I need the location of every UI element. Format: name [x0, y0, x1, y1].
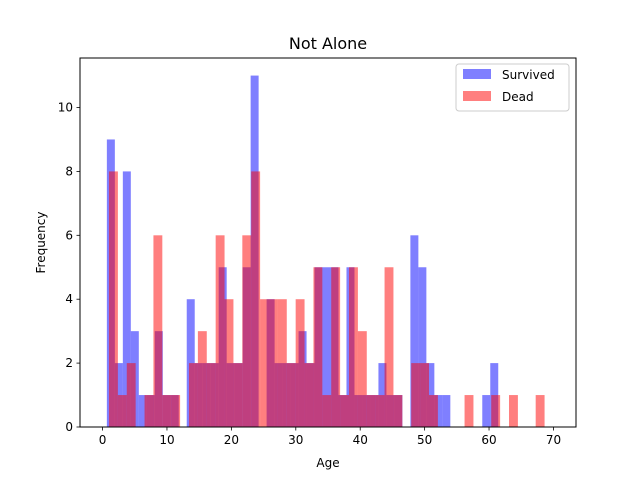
bar-survived-27 — [322, 267, 331, 427]
bar-survived-38 — [410, 235, 419, 427]
x-axis-label: Age — [316, 456, 339, 470]
bar-dead-45 — [509, 395, 518, 427]
bar-dead-27 — [348, 267, 358, 427]
y-axis: 0 2 4 6 8 10 — [58, 101, 80, 434]
bar-dead-12 — [215, 235, 225, 427]
bar-dead-22 — [304, 363, 314, 427]
x-tick-label: 10 — [159, 433, 174, 447]
bar-dead-40 — [464, 395, 474, 427]
bar-dead-17 — [260, 299, 269, 427]
bar-dead-20 — [286, 363, 296, 427]
bar-dead-14 — [233, 363, 243, 427]
bar-dead-18 — [268, 299, 278, 427]
axes-frame — [79, 57, 577, 428]
series-dead — [108, 171, 545, 427]
bar-dead-5 — [153, 235, 163, 427]
bar-dead-9 — [188, 363, 198, 427]
bar-dead-19 — [277, 299, 287, 427]
x-tick-label: 50 — [417, 433, 432, 447]
bar-dead-11 — [206, 363, 216, 427]
chart-title: Not Alone — [289, 34, 367, 53]
bar-dead-25 — [331, 267, 341, 427]
bar-dead-2 — [126, 363, 136, 427]
y-tick-label: 10 — [58, 101, 73, 115]
bar-dead-24 — [322, 395, 332, 427]
x-tick-label: 70 — [546, 433, 561, 447]
x-tick-label: 0 — [99, 433, 107, 447]
bar-dead-10 — [197, 331, 207, 427]
bar-survived-41 — [434, 395, 443, 427]
bar-dead-1 — [117, 395, 127, 427]
bar-dead-34 — [411, 363, 421, 427]
legend-swatch-dead — [463, 91, 491, 101]
plot-marks — [106, 75, 545, 428]
y-tick-label: 6 — [65, 228, 73, 242]
bar-dead-6 — [162, 395, 172, 427]
bar-survived-42 — [442, 395, 451, 427]
bar-dead-31 — [384, 267, 394, 427]
bar-dead-29 — [366, 395, 376, 427]
bar-dead-35 — [420, 363, 430, 427]
bar-survived-47 — [482, 395, 491, 427]
bar-survived-4 — [138, 395, 147, 427]
bar-dead-43 — [491, 395, 501, 427]
bar-dead-7 — [171, 395, 181, 427]
y-tick-label: 4 — [65, 292, 73, 306]
y-tick-label: 2 — [65, 356, 73, 370]
legend-label-dead: Dead — [502, 90, 534, 104]
x-tick-label: 40 — [353, 433, 368, 447]
x-tick-label: 30 — [288, 433, 303, 447]
bar-dead-23 — [313, 267, 323, 427]
bar-dead-0 — [108, 171, 118, 427]
legend: Survived Dead — [455, 63, 570, 112]
x-tick-label: 20 — [224, 433, 239, 447]
y-tick-label: 0 — [65, 420, 73, 434]
bar-survived-39 — [418, 267, 427, 427]
bar-survived-2 — [122, 171, 131, 427]
bar-dead-21 — [295, 299, 305, 427]
y-axis-label: Frequency — [34, 212, 48, 274]
bar-dead-36 — [429, 395, 438, 427]
bar-dead-13 — [224, 299, 234, 427]
bar-dead-26 — [340, 395, 349, 427]
bar-dead-16 — [251, 171, 261, 427]
legend-label-survived: Survived — [502, 68, 555, 82]
bar-dead-48 — [535, 395, 545, 427]
bar-dead-15 — [242, 235, 252, 427]
bar-dead-30 — [375, 395, 385, 427]
bar-dead-28 — [357, 331, 367, 427]
x-tick-label: 60 — [481, 433, 496, 447]
x-axis: 0 10 20 30 40 50 60 70 — [99, 427, 561, 447]
bar-dead-32 — [393, 395, 403, 427]
y-tick-label: 8 — [65, 164, 73, 178]
bar-dead-4 — [144, 395, 154, 427]
legend-swatch-survived — [463, 69, 491, 79]
